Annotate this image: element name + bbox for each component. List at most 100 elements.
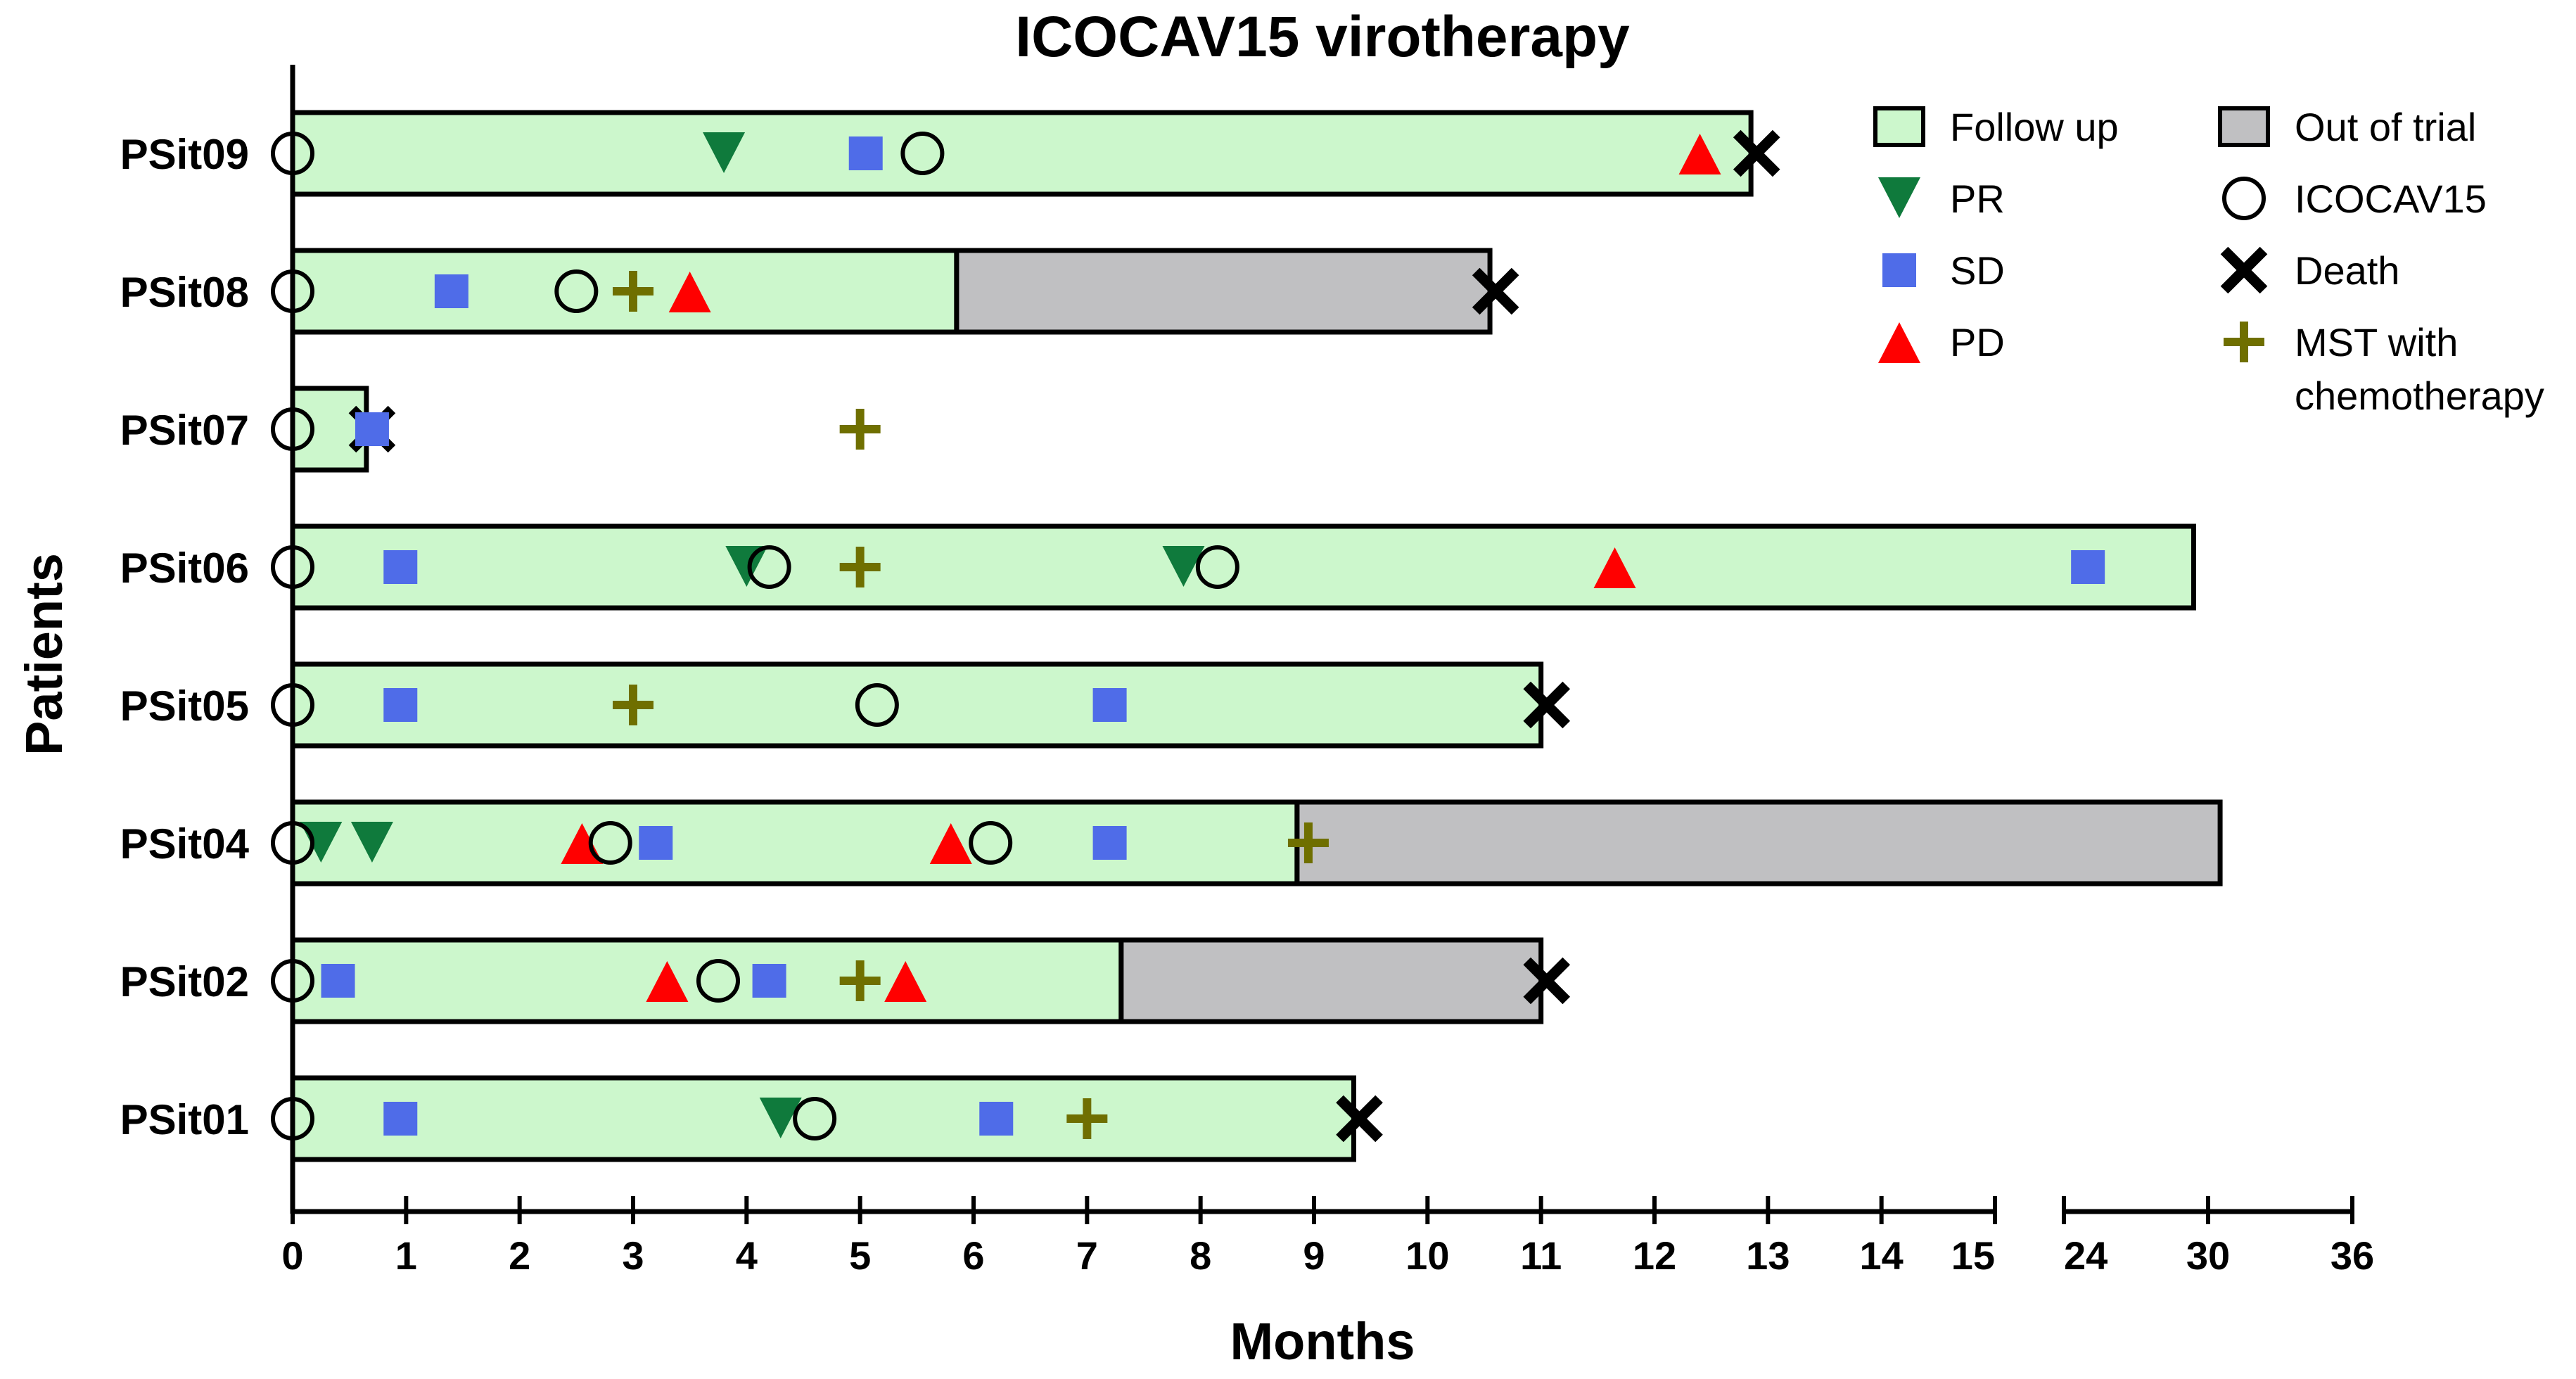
icocav15-marker [793,1097,837,1140]
sd-marker [434,274,468,308]
x-tick-label: 36 [2330,1233,2374,1278]
sd-marker [383,1102,418,1136]
x-tick-label: 5 [849,1233,871,1278]
y-axis-label: Patients [15,553,73,756]
pr-marker [725,546,768,587]
patient-label: PSit07 [120,407,249,454]
death-marker [1523,681,1571,729]
pd-marker [668,272,711,312]
x-tick-label: 14 [1860,1233,1904,1278]
legend-swatch-icocav15 [2222,177,2266,220]
x-tick-label: 10 [1405,1233,1449,1278]
icocav15-marker [588,821,632,865]
x-tick-label: 8 [1190,1233,1211,1278]
pr-marker [350,822,393,863]
icocav15-marker [855,683,899,727]
legend-swatch-pr [1878,177,1920,218]
legend-label-sd: SD [1950,248,2005,293]
pd-marker [1678,134,1721,174]
out-of-trial-bar [954,248,1493,335]
pd-marker [929,823,972,864]
x-tick-label: 6 [962,1233,984,1278]
sd-marker [752,964,786,998]
sd-marker [2071,550,2105,584]
x-axis-label: Months [1230,1312,1415,1371]
patient-label: PSit04 [120,820,250,868]
legend-label-death: Death [2295,248,2399,293]
legend-label-mst: MST with [2295,320,2458,364]
mst-marker [839,409,881,450]
x-tick-label: 9 [1303,1233,1325,1278]
x-tick-label: 24 [2064,1233,2108,1278]
legend: Follow up PR SD PD Out of trial ICOCAV15 Death… [1873,105,2544,418]
mst-marker [839,960,881,1001]
x-tick-label: 13 [1746,1233,1790,1278]
icocav15-marker [271,683,314,727]
mst-marker [1066,1098,1108,1139]
patient-label: PSit01 [120,1096,249,1143]
icocav15-marker [1195,545,1239,589]
legend-swatch-death [2220,246,2268,294]
patient-label: PSit02 [120,958,249,1005]
follow-up-bar [290,523,2196,611]
death-marker [1472,267,1519,315]
mst-marker [839,547,881,587]
legend-swatch-sd [1882,253,1916,287]
x-tick-label: 1 [395,1233,417,1278]
icocav15-marker [271,821,314,865]
sd-marker [1092,688,1127,722]
follow-up-bar [290,386,369,473]
mst-marker [613,685,653,725]
sd-marker [383,688,418,722]
sd-marker [1092,826,1127,860]
x-tick-label: 2 [509,1233,530,1278]
x-tick-label: 7 [1076,1233,1098,1278]
pd-marker [1593,547,1636,588]
patient-label: PSit09 [120,131,249,178]
pd-marker [646,961,689,1002]
chart-title: ICOCAV15 virotherapy [1015,5,1630,69]
legend-label-follow-up: Follow up [1950,105,2119,149]
patient-label: PSit05 [120,682,249,730]
icocav15-marker [271,132,314,175]
out-of-trial-bar [1118,937,1544,1024]
death-marker [1523,957,1571,1005]
x-tick-label: 0 [281,1233,303,1278]
axes-layer: PSit09 PSit08 PSit07 PSit06 PSit05 PSit04 PSit… [120,65,2374,1278]
pr-marker [703,132,746,173]
patient-label: PSit08 [120,269,249,316]
follow-up-bar [290,110,1754,197]
legend-label-mst-line2: chemotherapy [2295,374,2544,418]
bars-layer [290,110,2223,1162]
pr-marker [1162,546,1205,587]
icocav15-marker [271,959,314,1003]
x-tick-label: 30 [2186,1233,2230,1278]
icocav15-marker [271,545,314,589]
sd-marker [639,826,673,860]
pr-marker [759,1098,802,1138]
legend-label-icocav15: ICOCAV15 [2295,177,2487,221]
x-tick-label: 11 [1520,1233,1562,1278]
death-marker [1336,1095,1383,1143]
legend-label-out-of-trial: Out of trial [2295,105,2476,149]
x-tick-label: 4 [736,1233,758,1278]
follow-up-bar [290,799,1300,887]
x-tick-label: 15 [1951,1233,1995,1278]
out-of-trial-bar [1294,799,2223,887]
follow-up-bar [290,661,1544,749]
icocav15-marker [747,545,791,589]
legend-label-pd: PD [1950,320,2005,364]
legend-swatch-pd [1878,322,1920,363]
death-marker [1733,129,1780,177]
legend-swatch-mst [2224,322,2264,362]
pd-marker [884,961,927,1002]
icocav15-marker [271,407,314,451]
icocav15-marker [969,821,1013,865]
x-tick-label: 12 [1633,1233,1676,1278]
icocav15-marker [271,1097,314,1140]
patient-label: PSit06 [120,545,249,592]
sd-marker [979,1102,1014,1136]
icocav15-marker [554,269,599,313]
